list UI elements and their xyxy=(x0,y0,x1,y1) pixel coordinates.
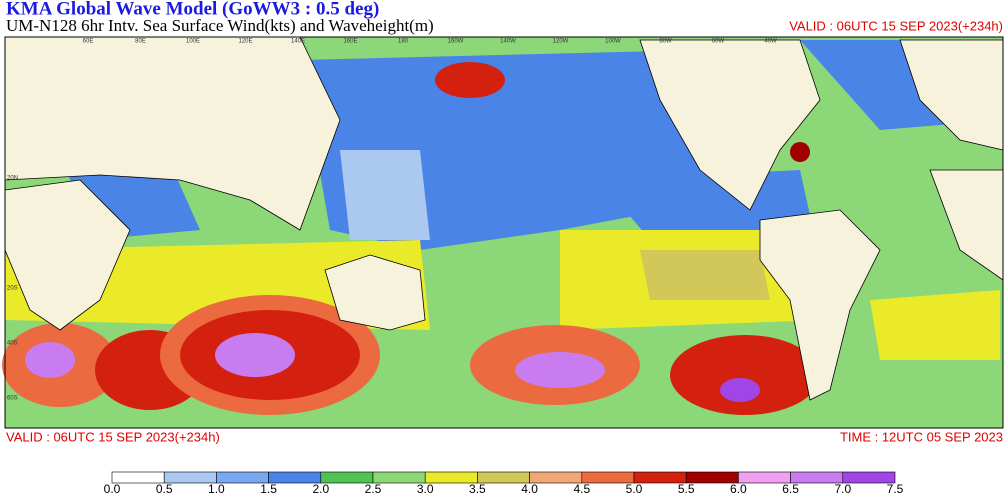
colorbar-label: 6.5 xyxy=(782,482,799,496)
colorbar-label: 0.5 xyxy=(156,482,173,496)
colorbar: 0.0 0.5 1.0 1.5 2.0 2.5 3.0 3.5 4.0 4.5 5.0 5.5 6.0 6… xyxy=(104,471,904,496)
colorbar-label: 5.5 xyxy=(678,482,695,496)
title: KMA Global Wave Model (GoWW3 : 0.5 deg) xyxy=(6,0,379,19)
colorbar-label: 1.0 xyxy=(208,482,225,496)
colorbar-swatch xyxy=(842,471,896,484)
colorbar-label: 5.0 xyxy=(626,482,643,496)
lon-label: 160E xyxy=(343,39,357,45)
lon-label: 120W xyxy=(553,39,569,45)
footer-valid: VALID : 06UTC 15 SEP 2023(+234h) xyxy=(6,429,220,444)
colorbar-label: 7.5 xyxy=(887,482,904,496)
colorbar-label: 6.0 xyxy=(730,482,747,496)
lon-label: 60W xyxy=(712,39,725,45)
colorbar-label: 1.5 xyxy=(260,482,277,496)
lat-label: 20N xyxy=(7,176,18,182)
colorbar-label: 2.5 xyxy=(365,482,382,496)
colorbar-label: 2.0 xyxy=(312,482,329,496)
lon-label: 120E xyxy=(238,39,252,45)
lon-label: 140W xyxy=(500,39,516,45)
lon-label: 140E xyxy=(291,39,305,45)
footer-time: TIME : 12UTC 05 SEP 2023 xyxy=(840,429,1003,444)
colorbar-label: 3.5 xyxy=(469,482,486,496)
valid-time: VALID : 06UTC 15 SEP 2023(+234h) xyxy=(789,18,1003,33)
lon-label: 60E xyxy=(83,39,94,45)
lon-label: 100E xyxy=(186,39,200,45)
lat-label: 20S xyxy=(7,286,18,292)
lon-label: 80W xyxy=(659,39,672,45)
colorbar-label: 0.0 xyxy=(104,482,121,496)
lon-label: 180 xyxy=(398,39,409,45)
colorbar-label: 3.0 xyxy=(417,482,434,496)
lon-label: 40W xyxy=(764,39,777,45)
map xyxy=(2,36,1004,429)
lon-label: 80E xyxy=(135,39,146,45)
lat-label: 60S xyxy=(7,396,18,402)
colorbar-label: 4.5 xyxy=(573,482,590,496)
lon-label: 100W xyxy=(605,39,621,45)
lon-label: 160W xyxy=(448,39,464,45)
colorbar-label: 7.0 xyxy=(834,482,851,496)
colorbar-label: 4.0 xyxy=(521,482,538,496)
subtitle: UM-N128 6hr Intv. Sea Surface Wind(kts) … xyxy=(6,16,434,35)
lat-label: 40S xyxy=(7,341,18,347)
